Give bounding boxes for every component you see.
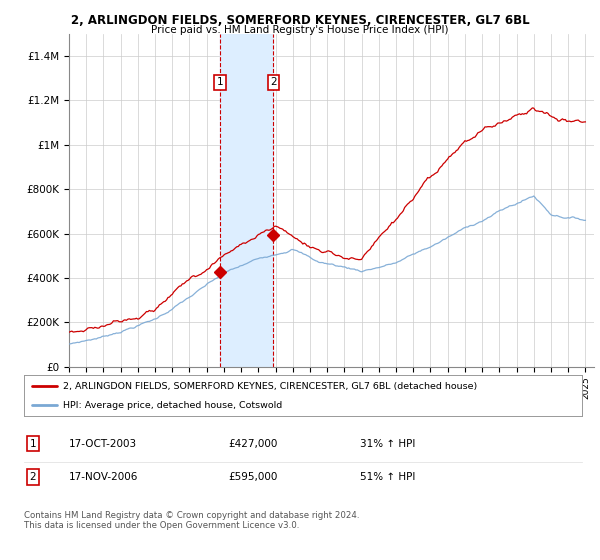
Text: 2: 2 <box>29 472 37 482</box>
Text: £427,000: £427,000 <box>228 438 277 449</box>
Text: 51% ↑ HPI: 51% ↑ HPI <box>360 472 415 482</box>
Text: 2: 2 <box>270 77 277 87</box>
Text: 17-NOV-2006: 17-NOV-2006 <box>69 472 139 482</box>
Text: £595,000: £595,000 <box>228 472 277 482</box>
Bar <box>220 34 274 367</box>
Text: 2, ARLINGDON FIELDS, SOMERFORD KEYNES, CIRENCESTER, GL7 6BL: 2, ARLINGDON FIELDS, SOMERFORD KEYNES, C… <box>71 14 529 27</box>
Text: 1: 1 <box>29 438 37 449</box>
Text: 17-OCT-2003: 17-OCT-2003 <box>69 438 137 449</box>
Text: 2, ARLINGDON FIELDS, SOMERFORD KEYNES, CIRENCESTER, GL7 6BL (detached house): 2, ARLINGDON FIELDS, SOMERFORD KEYNES, C… <box>63 382 478 391</box>
Text: 1: 1 <box>217 77 224 87</box>
Text: 31% ↑ HPI: 31% ↑ HPI <box>360 438 415 449</box>
Text: HPI: Average price, detached house, Cotswold: HPI: Average price, detached house, Cots… <box>63 401 283 410</box>
Text: Contains HM Land Registry data © Crown copyright and database right 2024.
This d: Contains HM Land Registry data © Crown c… <box>24 511 359 530</box>
Text: Price paid vs. HM Land Registry's House Price Index (HPI): Price paid vs. HM Land Registry's House … <box>151 25 449 35</box>
